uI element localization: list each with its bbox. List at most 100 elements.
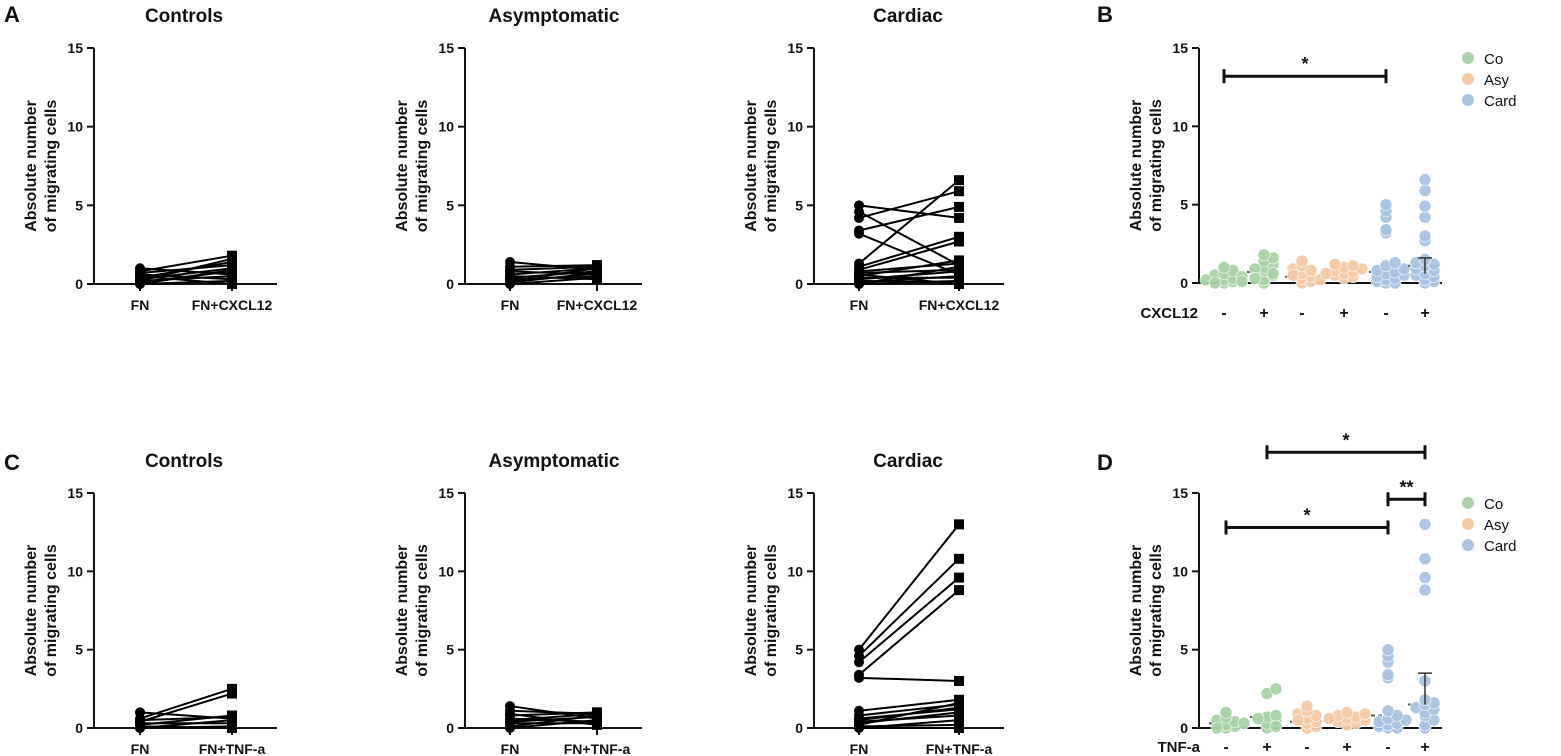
C-controls-y-axis-title: Absolute number of migrating cells [23,544,60,677]
D-legend-label: Co [1484,496,1503,513]
D-data-point-asy [1358,707,1372,721]
D-data-point-asy [1291,713,1305,727]
C-asymptomatic-pair-line [509,719,598,729]
B-y-tick-label: 0 [1180,275,1188,291]
D-data-point-co [1269,709,1283,722]
B-data-point-co [1266,267,1280,280]
C-cardiac-pair-line [858,523,960,651]
C-controls-y-tick-label: 15 [67,485,83,501]
B-legend-label: Card [1484,93,1517,110]
A-cardiac-point-fn [854,266,864,277]
B-data-point-co [1217,261,1231,274]
D-treatment-sign: + [1420,739,1429,756]
C-controls-y-axis-title-line: Absolute number [23,545,40,677]
C-cardiac-pair-line [858,558,960,657]
A-controls-pair-line [139,279,233,285]
D-y-tick-label: 15 [1172,485,1188,501]
D-y-axis-title: Absolute number of migrating cells [1128,544,1165,677]
C-controls-pair-line [139,716,233,722]
D-treatment-sign: - [1223,739,1228,756]
B-data-point-asy [1319,267,1333,280]
C-controls-point-treated [227,688,237,699]
B-data-point-card [1418,184,1432,197]
C-asymptomatic-point-treated [592,719,602,730]
B-data-point-card [1418,210,1432,224]
B-sig-label: * [1301,54,1308,74]
C-asymptomatic-y-axis-title-line: Absolute number [394,545,411,677]
A-controls-x-tick-label: FN [131,297,150,313]
B-data-point-co [1235,275,1249,288]
B-data-point-asy [1286,268,1300,282]
C-controls-x-tick-label: FN [131,741,150,756]
A-controls-y-tick-label: 5 [75,197,83,213]
A-controls-title: Controls [145,6,223,27]
C-asymptomatic-y-tick-label: 15 [438,485,454,501]
A-cardiac-pair-line [858,273,960,285]
B-legend-label: Asy [1484,72,1510,89]
C-cardiac-point-treated [954,702,964,713]
B-data-point-card [1388,256,1402,269]
D-data-point-co [1210,721,1224,735]
A-cardiac-point-treated [954,212,964,223]
panel-letter-c: C [4,450,20,475]
A-cardiac-y-tick-label: 15 [787,40,803,56]
A-controls-point-treated [227,279,237,289]
C-cardiac-pair-line [858,676,960,682]
D-data-point-co [1251,712,1265,725]
C-cardiac-y-axis-title: Absolute number of migrating cells [743,544,780,677]
A-cardiac-y-axis-title-line: Absolute number [743,100,760,232]
A-cardiac-pair-line [858,232,960,276]
D-treatment-sign: - [1385,739,1390,756]
A-asymptomatic-pair-line [509,264,598,268]
D-y-axis-title-line: of migrating cells [1148,544,1165,677]
C-cardiac-pair-line [858,589,960,676]
B-treatment-label: CXCL12 [1140,305,1198,322]
A-controls-y-tick-label: 10 [67,119,83,135]
D-treatment-sign: - [1304,739,1309,756]
C-cardiac-point-treated [954,723,964,733]
A-controls-point-treated [227,264,237,275]
B-y-tick-label: 5 [1180,197,1188,213]
A-controls-pair-line [139,257,233,282]
C-cardiac-pair-line [858,698,960,712]
C-cardiac-y-axis-title-line: of migrating cells [763,544,780,677]
A-asymptomatic-point-treated [592,274,602,285]
A-asymptomatic-title: Asymptomatic [489,6,620,27]
A-asymptomatic-point-treated [592,263,602,274]
C-asymptomatic-point-treated [592,708,602,719]
C-cardiac-point-treated [954,585,964,596]
A-cardiac-pair-line [858,240,960,271]
D-sig-label: * [1342,430,1349,450]
D-data-point-co [1269,720,1283,733]
B-data-point-card [1418,173,1432,186]
C-cardiac-y-axis-title-line: Absolute number [743,545,760,677]
A-controls-y-tick-label: 15 [67,40,83,56]
C-controls-x-tick-label: FN+TNF-a [199,741,266,756]
D-treatment-sign: + [1342,739,1351,756]
D-treatment-label: TNF-a [1158,739,1201,756]
C-cardiac-point-fn [854,657,864,668]
C-cardiac-point-treated [954,572,964,583]
D-data-point-card [1418,552,1432,566]
D-legend-marker-asy [1462,518,1474,530]
C-asymptomatic-title: Asymptomatic [489,451,620,472]
A-cardiac-point-fn [854,279,864,289]
B-treatment-sign: + [1259,305,1268,322]
panel-letter-a: A [4,2,20,27]
B-treatment-sign: + [1339,305,1348,322]
C-controls-y-tick-label: 5 [75,642,83,658]
D-data-point-card [1381,643,1395,656]
C-asymptomatic-y-axis-title-line: of migrating cells [414,544,431,677]
C-controls-pair-line [139,687,233,720]
B-data-point-card [1379,223,1393,237]
panel-letter-d: D [1097,450,1113,475]
D-data-point-co [1269,682,1283,696]
A-cardiac-point-treated [954,236,964,247]
C-asymptomatic-pair-line [509,714,598,728]
B-data-point-asy [1346,259,1360,273]
C-cardiac-x-tick-label: FN [850,741,869,756]
A-cardiac-point-treated [954,186,964,197]
C-controls-y-tick-label: 0 [75,720,83,736]
A-controls-pair-line [139,268,233,285]
A-asymptomatic-pair-line [509,265,598,271]
